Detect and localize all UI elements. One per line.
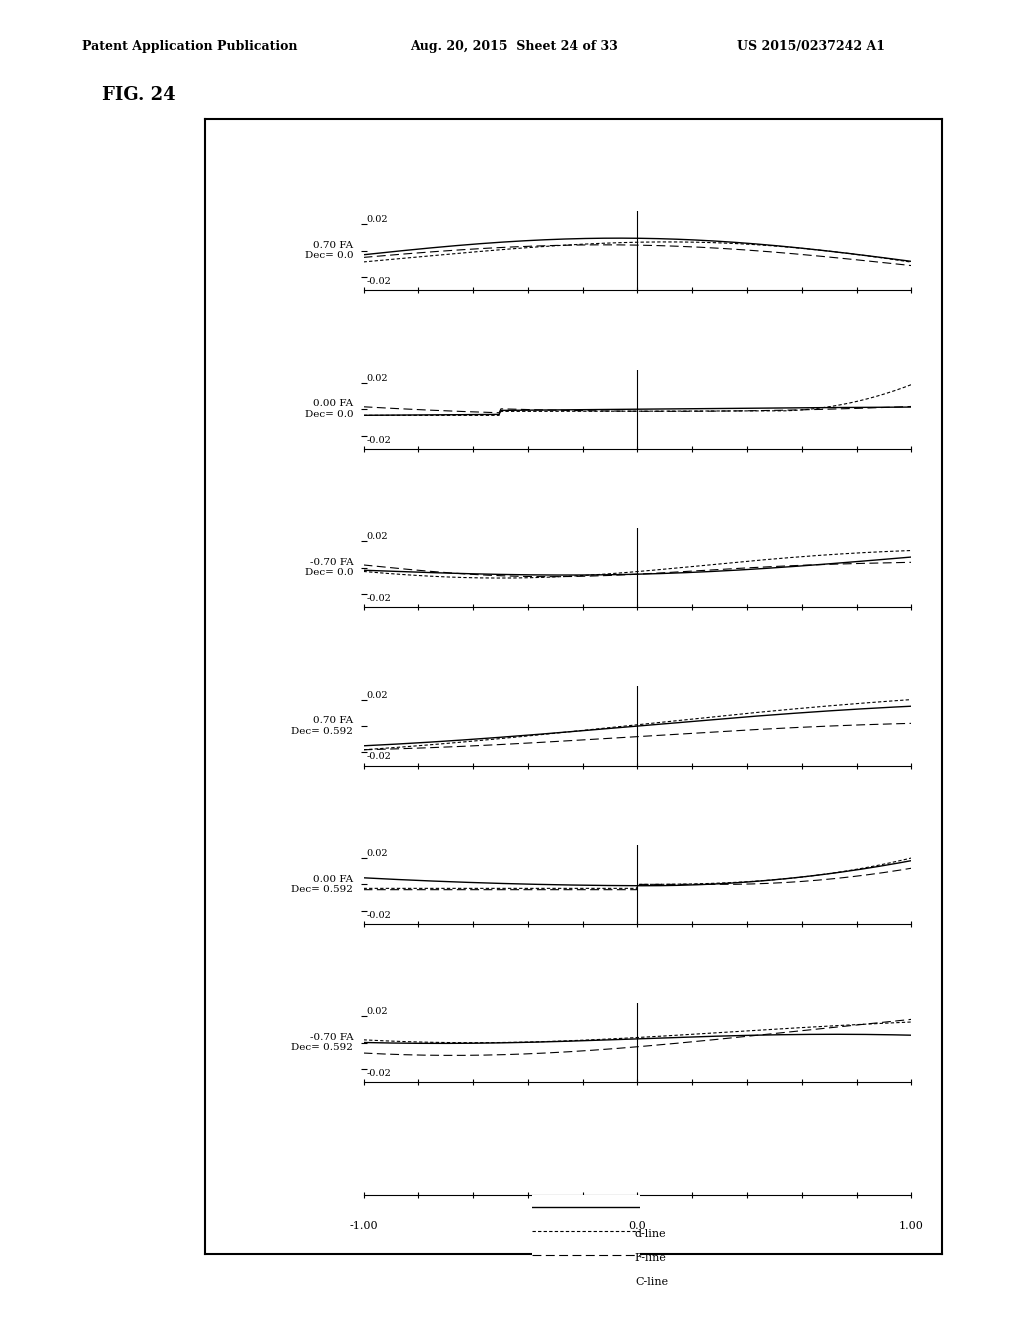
Text: 0.70 FA
Dec= 0.0: 0.70 FA Dec= 0.0 bbox=[305, 242, 353, 260]
Text: Patent Application Publication: Patent Application Publication bbox=[82, 40, 297, 53]
Text: -0.70 FA
Dec= 0.592: -0.70 FA Dec= 0.592 bbox=[292, 1034, 353, 1052]
Text: F-line: F-line bbox=[635, 1253, 667, 1263]
Text: 0.00 FA
Dec= 0.592: 0.00 FA Dec= 0.592 bbox=[292, 875, 353, 894]
Text: 0.00 FA
Dec= 0.0: 0.00 FA Dec= 0.0 bbox=[305, 400, 353, 418]
Text: 0.02: 0.02 bbox=[367, 374, 388, 383]
Text: d-line: d-line bbox=[635, 1229, 667, 1239]
Text: 0.0: 0.0 bbox=[628, 1221, 646, 1232]
Text: US 2015/0237242 A1: US 2015/0237242 A1 bbox=[737, 40, 886, 53]
Text: 0.70 FA
Dec= 0.592: 0.70 FA Dec= 0.592 bbox=[292, 717, 353, 735]
Text: 1.00: 1.00 bbox=[899, 1221, 924, 1232]
Text: 0.02: 0.02 bbox=[367, 690, 388, 700]
Text: C-line: C-line bbox=[635, 1276, 668, 1287]
Text: 0.02: 0.02 bbox=[367, 849, 388, 858]
Text: -0.02: -0.02 bbox=[367, 277, 391, 286]
Text: 0.02: 0.02 bbox=[367, 1007, 388, 1016]
Text: -0.02: -0.02 bbox=[367, 436, 391, 445]
Text: -0.02: -0.02 bbox=[367, 752, 391, 762]
Text: 0.02: 0.02 bbox=[367, 532, 388, 541]
Text: FIG. 24: FIG. 24 bbox=[102, 86, 176, 104]
Text: -0.02: -0.02 bbox=[367, 594, 391, 603]
Text: -1.00: -1.00 bbox=[349, 1221, 378, 1232]
Text: -0.70 FA
Dec= 0.0: -0.70 FA Dec= 0.0 bbox=[305, 558, 353, 577]
Text: -0.02: -0.02 bbox=[367, 1069, 391, 1078]
Text: 0.02: 0.02 bbox=[367, 215, 388, 224]
Text: -0.02: -0.02 bbox=[367, 911, 391, 920]
Text: Aug. 20, 2015  Sheet 24 of 33: Aug. 20, 2015 Sheet 24 of 33 bbox=[410, 40, 617, 53]
